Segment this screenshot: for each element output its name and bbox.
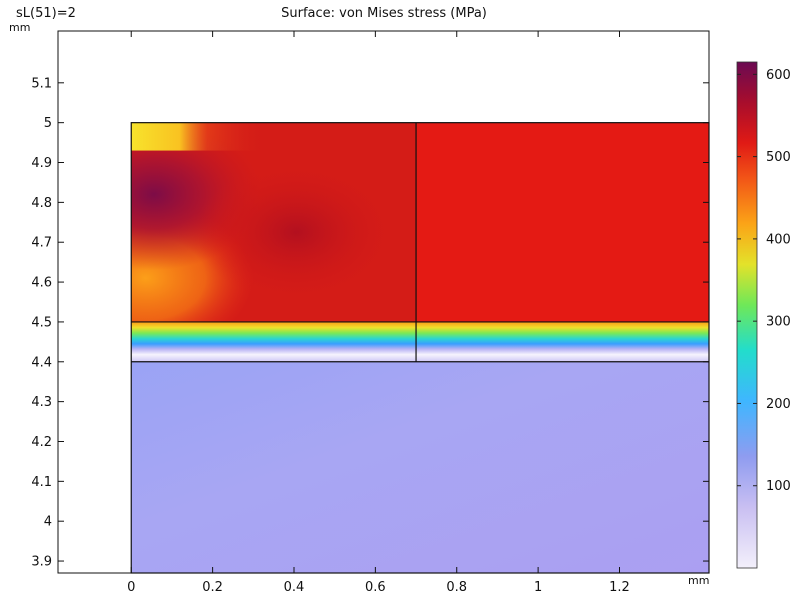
x-tick-label: 0.2 bbox=[202, 580, 223, 595]
colorbar-tick-label: 600 bbox=[766, 68, 791, 83]
y-tick-label: 4.4 bbox=[31, 355, 52, 370]
colorbar bbox=[736, 61, 758, 569]
colorbar-tick-label: 200 bbox=[766, 397, 791, 412]
substrate-region bbox=[131, 361, 710, 573]
colorbar-tick-label: 300 bbox=[766, 315, 791, 330]
y-tick-label: 5 bbox=[44, 116, 52, 131]
domain-outline bbox=[130, 122, 710, 574]
colorbar-tick-label: 500 bbox=[766, 150, 791, 165]
x-tick-label: 0.4 bbox=[284, 580, 305, 595]
y-tick-label: 5.1 bbox=[31, 76, 52, 91]
y-tick-label: 4.5 bbox=[31, 315, 52, 330]
parameter-label: sL(51)=2 bbox=[16, 6, 76, 21]
y-tick-label: 4.3 bbox=[31, 395, 52, 410]
x-unit-label: mm bbox=[688, 574, 709, 587]
y-tick-label: 4.9 bbox=[31, 156, 52, 171]
x-axis: 0 0.2 0.4 0.6 0.8 1 1.2 bbox=[127, 31, 630, 595]
mid-zone bbox=[131, 122, 417, 322]
y-unit-label: mm bbox=[9, 21, 30, 34]
colorbar-tick-label: 400 bbox=[766, 232, 791, 247]
y-tick-label: 4.8 bbox=[31, 196, 52, 211]
x-tick-label: 0.8 bbox=[446, 580, 467, 595]
y-tick-label: 4.6 bbox=[31, 276, 52, 291]
plot-title: Surface: von Mises stress (MPa) bbox=[281, 6, 487, 21]
x-tick-label: 1.2 bbox=[609, 580, 630, 595]
y-tick-label: 4.7 bbox=[31, 236, 52, 251]
edge-zone bbox=[131, 122, 270, 151]
colorbar-ticks: 100 200 300 400 500 600 bbox=[737, 68, 791, 494]
x-tick-label: 0 bbox=[127, 580, 135, 595]
y-tick-label: 4 bbox=[44, 515, 52, 530]
stress-field bbox=[131, 122, 710, 573]
coating-right-region bbox=[416, 122, 709, 322]
x-tick-label: 1 bbox=[534, 580, 542, 595]
interlayer-region bbox=[131, 321, 710, 362]
colorbar-tick-label: 100 bbox=[766, 479, 791, 494]
x-tick-label: 0.6 bbox=[365, 580, 386, 595]
y-tick-label: 4.2 bbox=[31, 435, 52, 450]
y-tick-label: 4.1 bbox=[31, 475, 52, 490]
y-axis: 3.9 4 4.1 4.2 4.3 4.4 4.5 4.6 4.7 4.8 4.9 5 5.1 bbox=[31, 76, 709, 570]
domain-boundaries bbox=[130, 122, 710, 574]
y-tick-label: 3.9 bbox=[31, 555, 52, 570]
